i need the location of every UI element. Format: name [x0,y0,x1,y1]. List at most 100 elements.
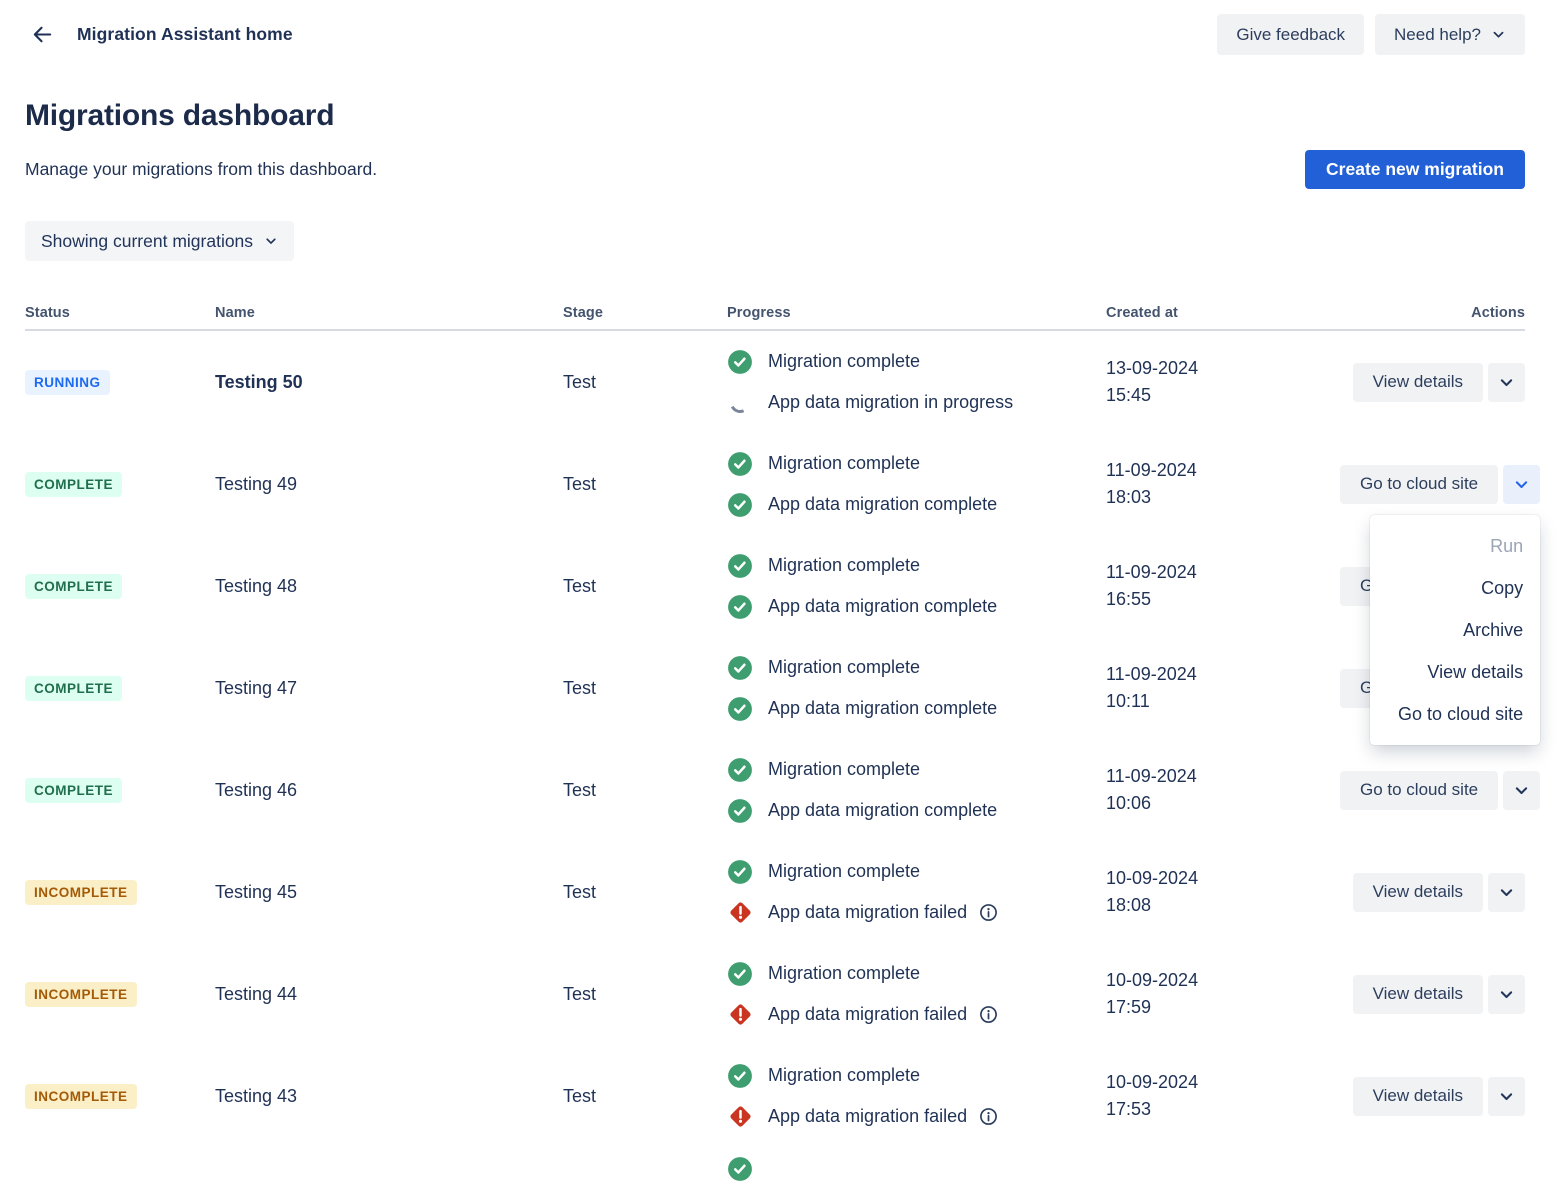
created-time: 17:53 [1106,1099,1152,1119]
progress-text: Migration complete [768,453,921,473]
progress-line: Migration complete [727,858,1106,886]
actions-dropdown-menu: Run Copy Archive View details Go to cloud si… [1370,515,1541,745]
row-action-button[interactable]: View details [1352,872,1483,912]
info-icon[interactable] [979,903,998,922]
created-date: 11-09-2024 [1106,460,1197,480]
status-badge: INCOMPLETE [25,879,137,905]
success-icon [727,798,753,824]
migration-name: Testing 50 [215,371,303,392]
column-header-progress: Progress [727,305,791,321]
progress-text: Migration complete [768,351,921,371]
chevron-down-icon [1498,1088,1515,1105]
give-feedback-button[interactable]: Give feedback [1217,14,1365,55]
row-action-button[interactable]: View details [1352,1076,1483,1116]
chevron-down-icon [1513,476,1530,493]
page-subtitle: Manage your migrations from this dashboa… [25,159,378,179]
progress-cell: Migration complete App data migration com… [727,552,1106,621]
created-time: 10:11 [1106,691,1150,711]
row-action-button[interactable]: View details [1352,362,1483,402]
menu-item-view-details[interactable]: View details [1427,662,1524,682]
row-more-actions-button[interactable] [1488,872,1525,912]
table-body: RUNNING Testing 50 Test Migration comple… [25,331,1541,1147]
filter-label: Showing current migrations [41,230,254,251]
table-row: COMPLETE Testing 48 Test Migration compl… [25,535,1541,637]
page-header: Migrations dashboard Manage your migrati… [0,99,1566,261]
migration-name: Testing 49 [215,473,298,494]
menu-item-copy[interactable]: Copy [1481,578,1524,598]
progress-line: App data migration failed [727,1001,1106,1029]
progress-line: App data migration failed [727,1103,1106,1131]
status-cell: COMPLETE [25,471,215,497]
row-more-actions-button[interactable] [1503,770,1541,810]
row-action-button[interactable]: Go to cloud site [1340,770,1499,810]
progress-line: Migration complete [727,348,1106,376]
row-more-actions-button[interactable] [1488,362,1525,402]
progress-text: App data migration failed [768,902,968,922]
back-arrow-icon [31,23,54,46]
created-at-cell: 11-09-2024 16:55 [1106,559,1340,613]
actions-cell: Go to cloud site [1340,770,1541,810]
status-badge: INCOMPLETE [25,1083,137,1109]
spinner-icon [727,389,753,416]
actions-cell: View details [1340,872,1525,912]
chevron-down-icon [1498,884,1515,901]
created-date: 11-09-2024 [1106,562,1197,582]
need-help-button[interactable]: Need help? [1375,14,1525,55]
menu-item-go-to-cloud-site[interactable]: Go to cloud site [1398,704,1524,724]
created-at-cell: 10-09-2024 17:53 [1106,1069,1340,1123]
progress-text: Migration complete [768,759,921,779]
row-action-button[interactable]: View details [1352,974,1483,1014]
chevron-down-icon [1498,374,1515,391]
info-icon[interactable] [979,1005,998,1024]
topbar-title[interactable]: Migration Assistant home [77,24,293,44]
progress-text: App data migration complete [768,698,998,718]
progress-line: Migration complete [727,552,1106,580]
success-icon [727,1156,753,1182]
back-button[interactable] [28,21,56,49]
created-at-cell: 11-09-2024 18:03 [1106,457,1340,511]
status-badge: COMPLETE [25,573,123,599]
error-icon [727,900,753,926]
error-icon [727,1002,753,1028]
progress-line: Migration complete [727,1062,1106,1090]
table-row: COMPLETE Testing 46 Test Migration compl… [25,739,1541,841]
migration-stage: Test [563,983,597,1004]
status-cell: INCOMPLETE [25,981,215,1007]
row-action-button[interactable]: Go to cloud site [1340,464,1499,504]
progress-text: Migration complete [768,861,921,881]
progress-text: App data migration failed [768,1004,968,1024]
progress-cell: Migration complete App data migration com… [727,654,1106,723]
progress-line: App data migration complete [727,695,1106,723]
created-time: 16:55 [1106,589,1152,609]
info-icon[interactable] [979,1107,998,1126]
row-more-actions-button[interactable] [1503,464,1541,504]
row-more-actions-button[interactable] [1488,974,1525,1014]
table-row: COMPLETE Testing 47 Test Migration compl… [25,637,1541,739]
migrations-filter-dropdown[interactable]: Showing current migrations [25,221,295,261]
success-icon [727,961,753,987]
create-new-migration-button[interactable]: Create new migration [1305,150,1525,189]
progress-line: App data migration failed [727,899,1106,927]
actions-cell: Go to cloud site Run Copy Archive View deta… [1340,464,1541,745]
migration-stage: Test [563,575,597,596]
column-header-created-at: Created at [1106,305,1178,321]
progress-text: Migration complete [768,555,921,575]
status-cell: INCOMPLETE [25,1083,215,1109]
created-date: 10-09-2024 [1106,1072,1199,1092]
status-badge: COMPLETE [25,675,123,701]
progress-line: Migration complete [727,654,1106,682]
column-header-actions: Actions [1471,305,1525,321]
column-header-name: Name [215,305,255,321]
created-time: 17:59 [1106,997,1152,1017]
row-more-actions-button[interactable] [1488,1076,1525,1116]
status-cell: RUNNING [25,369,215,395]
migration-name: Testing 48 [215,575,298,596]
created-at-cell: 10-09-2024 17:59 [1106,967,1340,1021]
menu-item-archive[interactable]: Archive [1463,620,1524,640]
created-date: 10-09-2024 [1106,868,1199,888]
success-icon [727,696,753,722]
progress-text: App data migration failed [768,1106,968,1126]
progress-text: App data migration in progress [768,392,1014,412]
migration-stage: Test [563,677,597,698]
status-badge: COMPLETE [25,471,123,497]
